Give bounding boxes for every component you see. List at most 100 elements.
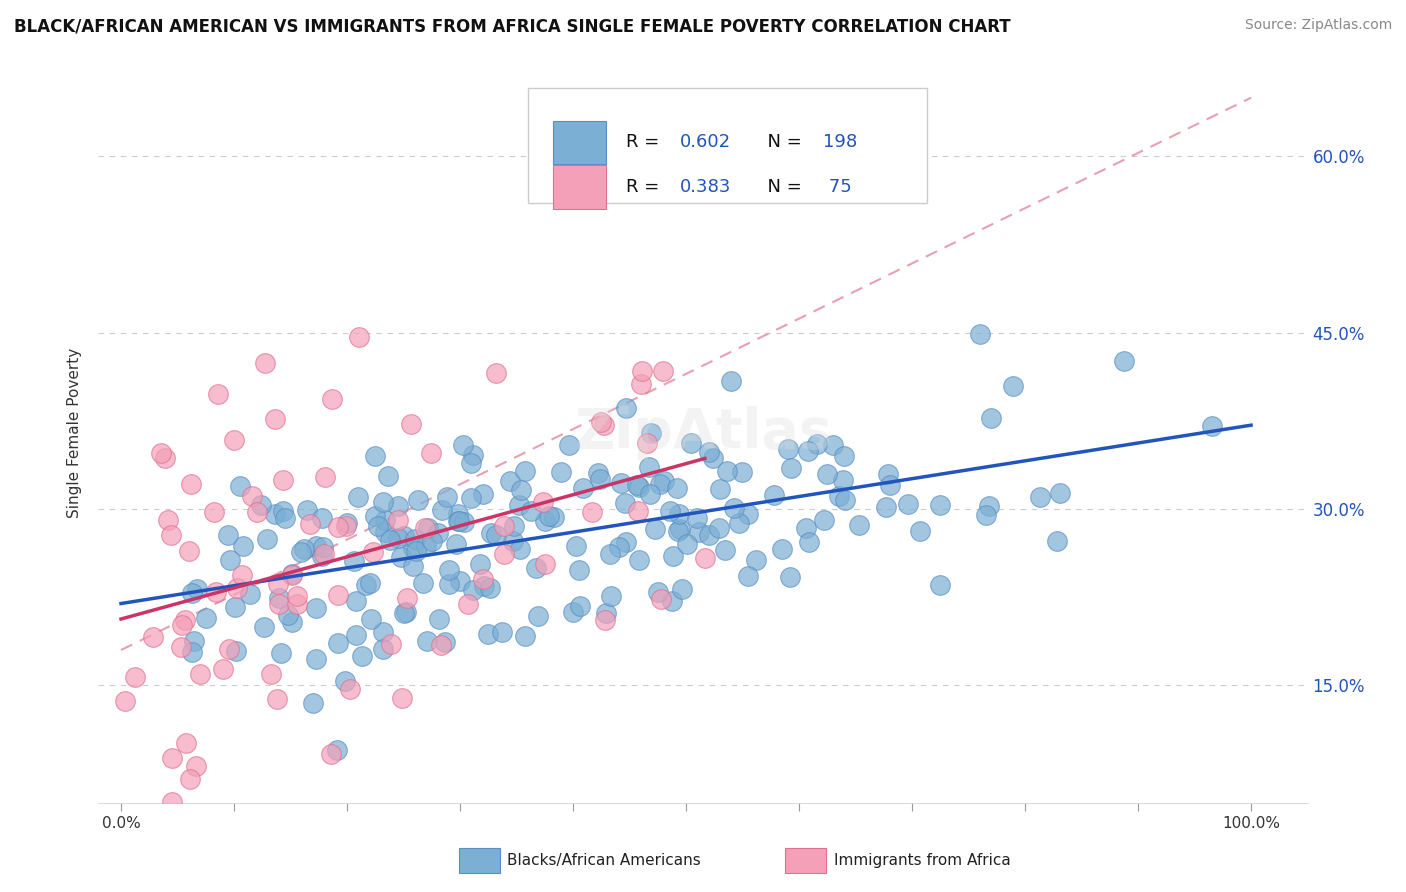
Point bbox=[460, 491, 482, 505]
Point bbox=[224, 599, 246, 614]
Point bbox=[728, 516, 751, 530]
Point bbox=[879, 478, 901, 492]
Point bbox=[813, 513, 835, 527]
Point bbox=[174, 736, 197, 750]
Point bbox=[271, 473, 294, 487]
Point bbox=[256, 532, 278, 546]
Point bbox=[709, 482, 731, 496]
Point bbox=[534, 557, 557, 571]
Point bbox=[326, 519, 349, 533]
Point bbox=[592, 418, 614, 433]
Point bbox=[430, 502, 453, 516]
Point bbox=[389, 549, 412, 564]
Point bbox=[419, 446, 441, 460]
Point bbox=[437, 563, 460, 577]
Point bbox=[298, 516, 321, 531]
Point bbox=[509, 541, 531, 556]
Point bbox=[479, 525, 502, 540]
Point bbox=[412, 576, 434, 591]
FancyBboxPatch shape bbox=[458, 848, 501, 873]
Point bbox=[281, 567, 304, 582]
Point bbox=[1046, 534, 1069, 549]
Point bbox=[651, 364, 673, 378]
Point bbox=[498, 475, 520, 489]
Point bbox=[491, 624, 513, 639]
Point bbox=[271, 504, 294, 518]
Point bbox=[451, 437, 474, 451]
Point bbox=[731, 465, 754, 479]
Point bbox=[281, 615, 304, 629]
Point bbox=[897, 497, 920, 511]
Text: 198: 198 bbox=[823, 134, 856, 152]
Point bbox=[589, 472, 612, 486]
Text: N =: N = bbox=[756, 134, 807, 152]
Point bbox=[371, 642, 394, 657]
Point bbox=[461, 583, 484, 598]
Point bbox=[543, 510, 565, 524]
Text: R =: R = bbox=[626, 178, 665, 196]
Point bbox=[253, 620, 276, 634]
Point bbox=[374, 524, 396, 539]
Point bbox=[266, 692, 288, 706]
Point bbox=[344, 594, 367, 608]
Point bbox=[447, 508, 470, 522]
Point bbox=[218, 642, 240, 657]
Point bbox=[472, 572, 495, 586]
Point bbox=[217, 528, 239, 542]
Point bbox=[239, 587, 262, 601]
Point bbox=[333, 674, 356, 689]
Point bbox=[737, 568, 759, 582]
Point bbox=[527, 608, 550, 623]
Point bbox=[426, 525, 449, 540]
Point bbox=[232, 539, 254, 553]
Point bbox=[666, 524, 689, 538]
FancyBboxPatch shape bbox=[553, 165, 606, 209]
Point bbox=[326, 588, 349, 602]
Point bbox=[202, 505, 225, 519]
Point bbox=[305, 539, 328, 553]
Point bbox=[211, 662, 233, 676]
Point bbox=[160, 528, 183, 542]
Point bbox=[714, 543, 737, 558]
Point bbox=[395, 591, 418, 606]
Point bbox=[538, 509, 561, 524]
Point bbox=[295, 502, 318, 516]
Point bbox=[658, 504, 681, 518]
Point bbox=[174, 613, 197, 627]
FancyBboxPatch shape bbox=[527, 88, 927, 203]
Point bbox=[250, 498, 273, 512]
Point bbox=[433, 635, 456, 649]
Point bbox=[392, 606, 415, 620]
Point bbox=[607, 540, 630, 554]
Point bbox=[600, 589, 623, 603]
Point bbox=[401, 541, 423, 555]
Point bbox=[929, 578, 952, 592]
Point bbox=[311, 511, 333, 525]
Point bbox=[977, 499, 1000, 513]
Point bbox=[806, 437, 828, 451]
Point bbox=[142, 631, 165, 645]
Point bbox=[270, 646, 292, 660]
Point bbox=[246, 505, 269, 519]
Point bbox=[626, 478, 648, 492]
Point bbox=[404, 532, 426, 546]
Point bbox=[447, 515, 470, 529]
Point bbox=[361, 545, 384, 559]
Point bbox=[367, 519, 389, 533]
Point bbox=[160, 751, 183, 765]
Point bbox=[630, 364, 652, 378]
Point bbox=[723, 501, 745, 516]
Point bbox=[640, 426, 662, 441]
Text: 75: 75 bbox=[823, 178, 852, 196]
Point bbox=[693, 551, 716, 566]
Point bbox=[832, 449, 855, 463]
Point bbox=[1114, 354, 1136, 368]
Point bbox=[281, 566, 304, 581]
Point bbox=[392, 528, 415, 542]
Point bbox=[179, 772, 201, 786]
Point bbox=[697, 528, 720, 542]
Point bbox=[274, 510, 297, 524]
Point bbox=[311, 541, 333, 555]
Point bbox=[776, 442, 799, 456]
Point bbox=[343, 553, 366, 567]
